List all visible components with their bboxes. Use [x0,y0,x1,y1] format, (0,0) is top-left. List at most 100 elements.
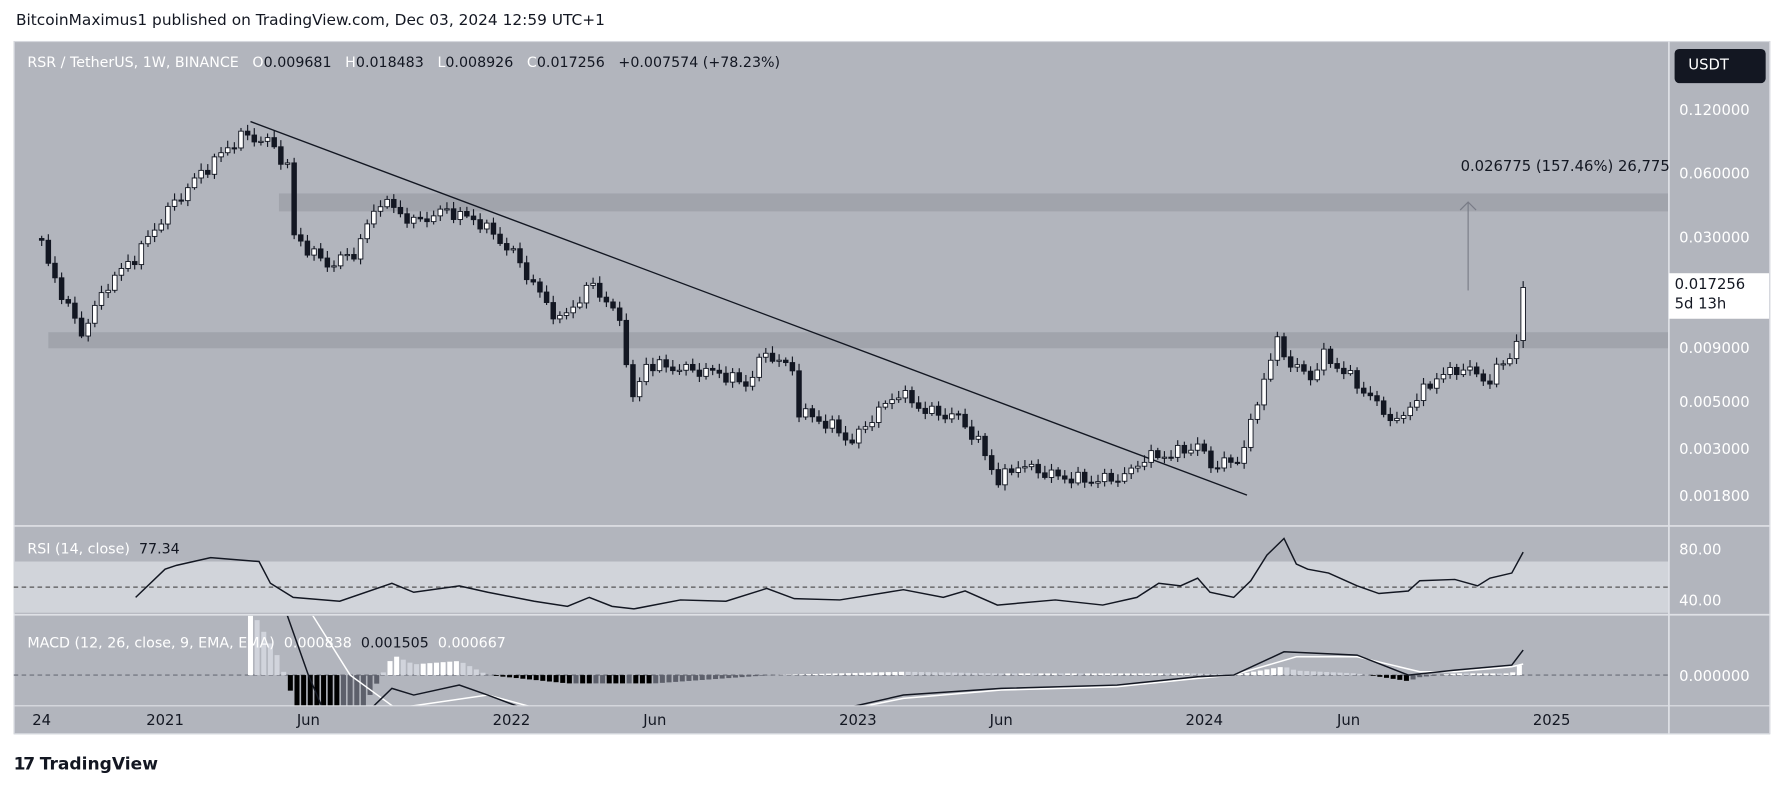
macd-histogram-bar [354,675,360,706]
candle [1241,440,1247,469]
candle-body [404,213,410,224]
candle-body [1347,370,1354,375]
macd-histogram-bar [633,675,639,684]
candle-body [1287,356,1294,368]
candle-body [1155,450,1161,459]
macd-histogram-bar [1085,673,1091,676]
tradingview-logo[interactable]: 17 TradingView [14,754,158,774]
candle-body [65,299,71,304]
candle-body [1208,450,1214,469]
candle-body [942,414,948,420]
price-tick-label: 0.009000 [1679,340,1750,357]
candle [377,200,384,217]
macd-histogram-bar [573,675,579,684]
candle [889,393,895,410]
candle [231,142,238,154]
macd-histogram-bar [1264,669,1270,676]
candle-body [304,240,311,256]
candle [517,242,523,268]
candle-body [1115,480,1121,483]
candle [1434,373,1440,394]
candle-body [656,359,663,372]
macd-histogram-bar [945,672,951,676]
candle [557,311,563,324]
macd-histogram-bar [912,671,918,676]
macd-histogram-bar [1178,673,1184,676]
macd-histogram-bar [1370,675,1376,676]
macd-histogram-bar [699,675,705,680]
candle-body [696,369,703,377]
macd-histogram-bar [1310,671,1316,676]
candle [1314,363,1320,383]
candle [171,193,178,211]
macd-histogram-bar [1025,673,1031,676]
low-key: L [437,53,446,71]
candle-body [351,254,357,260]
close-value: 0.017256 [536,53,605,71]
candle [311,245,317,261]
candle [1500,360,1506,370]
candle-body [1174,444,1181,458]
candle [1108,468,1115,485]
macd-label[interactable]: MACD (12, 26, close, 9, EMA, EMA) [27,634,275,652]
macd-histogram-bar [1516,665,1522,676]
macd-histogram-bar [932,672,938,676]
candle [1208,446,1214,473]
symbol-name[interactable]: RSR / TetherUS, 1W, BINANCE [27,53,239,71]
macd-histogram-bar [1277,667,1283,676]
candle-body [317,248,324,259]
candle-body [78,317,85,337]
candle [1460,363,1467,378]
candle-body [410,216,417,224]
candle-body [723,372,729,383]
candle [457,207,463,226]
candle [570,300,576,319]
candle [38,235,45,246]
macd-histogram-bar [420,663,426,676]
candle-body [563,312,570,316]
candle [530,274,537,286]
candle [1141,455,1148,471]
macd-histogram-bar [832,673,838,676]
last-price-label: 0.017256 5d 13h [1668,273,1770,319]
candle [1387,407,1394,427]
candle-body [58,277,65,300]
candle [450,201,457,224]
macd-histogram-bar [1065,673,1071,676]
candle [1473,362,1480,378]
candle [729,368,736,388]
macd-histogram-bar [1483,673,1489,676]
candle-body [1307,370,1314,381]
currency-button[interactable]: USDT [1674,48,1766,84]
candle [371,204,377,228]
macd-histogram-bar [998,673,1004,676]
symbol-legend: RSR / TetherUS, 1W, BINANCE O0.009681 H0… [27,54,789,71]
macd-histogram-bar [1184,673,1190,676]
macd-histogram-bar [1477,673,1483,676]
chart-frame[interactable] [13,40,1771,735]
candle [716,363,723,379]
candle [809,404,816,423]
macd-histogram-bar [1257,670,1263,676]
candle [995,462,1002,488]
candle [98,285,105,310]
candle-body [1447,366,1453,375]
candle [1307,366,1314,386]
candle-body [982,435,988,457]
candle-body [829,419,835,429]
candle [1181,441,1188,459]
candle-body [1028,463,1035,468]
candle [643,357,649,386]
rsi-label[interactable]: RSI (14, close) [27,539,130,557]
macd-histogram-bar [620,675,626,684]
open-key: O [252,53,264,71]
trendline [250,120,1248,496]
macd-histogram-bar [746,675,752,677]
candle [856,425,862,449]
candle [65,295,71,307]
candle [1042,465,1048,480]
macd-histogram-bar [1463,673,1469,676]
candle [1048,463,1055,483]
candle-body [298,234,304,242]
